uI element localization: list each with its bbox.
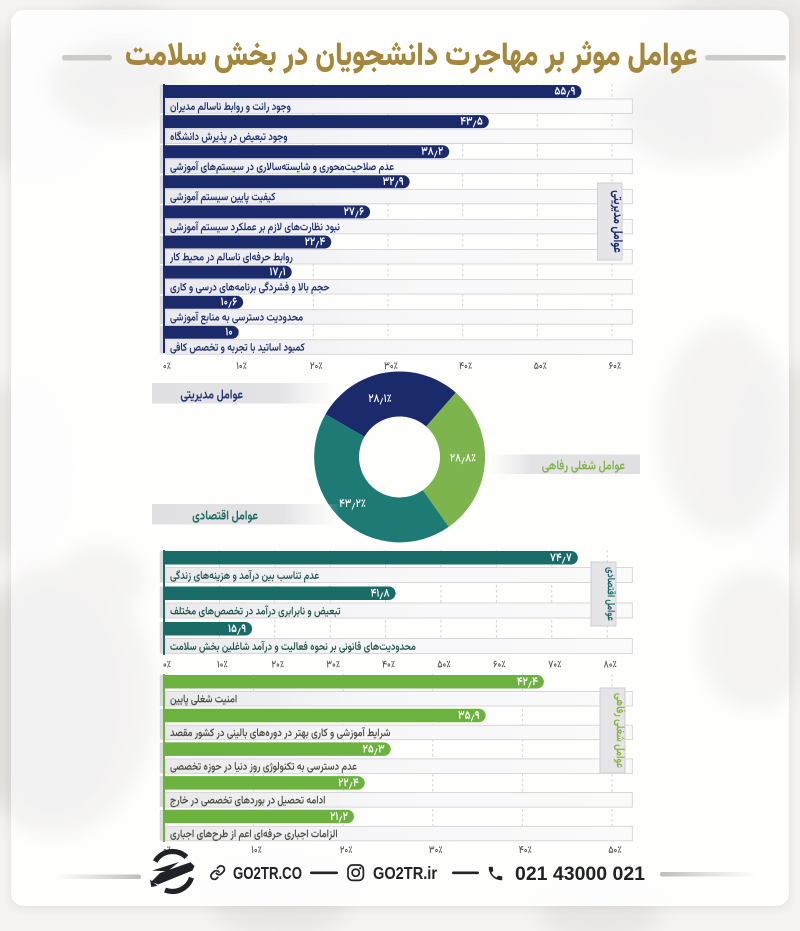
svg-text:021 43000 021: 021 43000 021: [515, 864, 645, 885]
svg-text:GO2TR.ir: GO2TR.ir: [373, 863, 437, 883]
svg-text:GO2TR.CO: GO2TR.CO: [233, 863, 302, 883]
